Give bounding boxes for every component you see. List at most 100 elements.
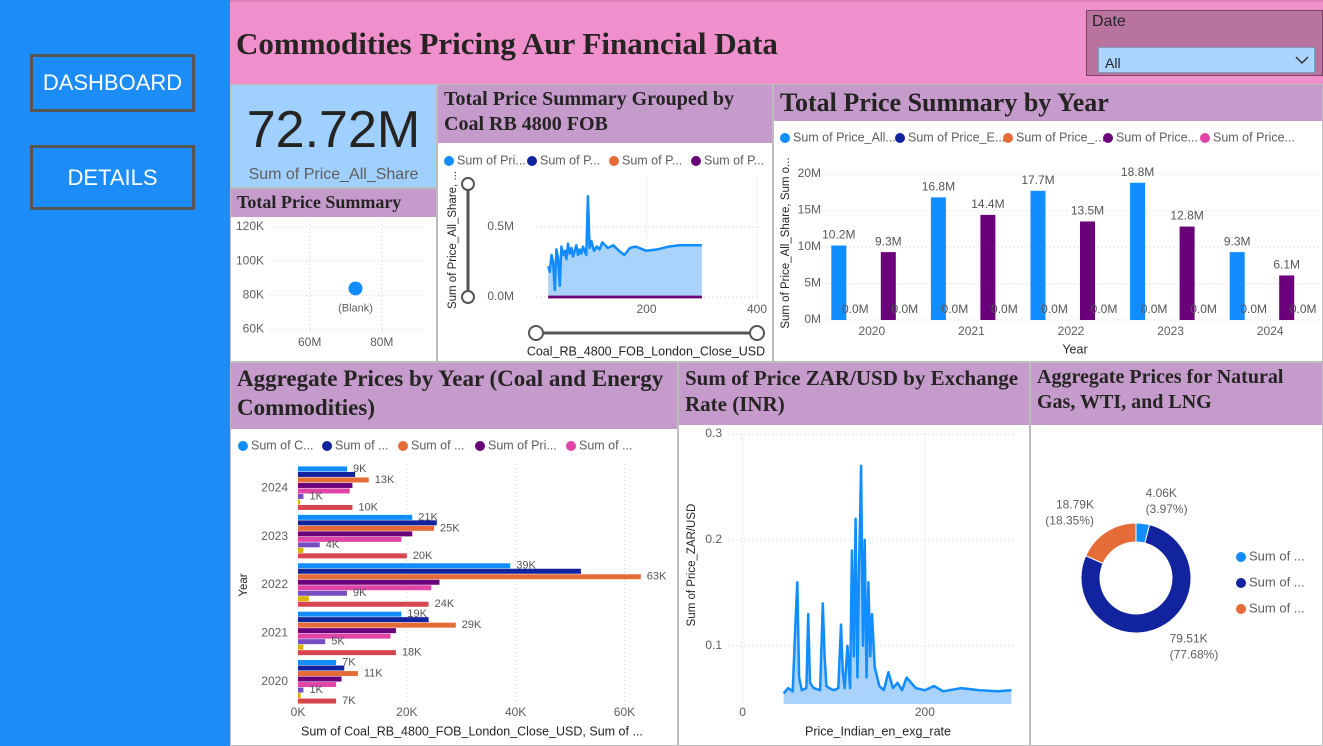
data-label: (18.35%) (1045, 514, 1094, 528)
legend-marker (238, 441, 248, 451)
bar (1229, 252, 1245, 320)
data-label: (3.97%) (1146, 502, 1188, 516)
data-label: 0.0M (1041, 302, 1068, 316)
bar (1030, 190, 1046, 320)
x-axis-title: Coal_RB_4800_FOB_London_Close_USD (527, 344, 765, 358)
slider-handle[interactable] (461, 177, 475, 191)
legend-label: Sum of Pri... (488, 438, 557, 452)
chart-title: Total Price Summary Grouped by Coal RB 4… (438, 85, 772, 143)
legend-label: Sum of Price... (1116, 130, 1198, 144)
legend-label: Sum of ... (411, 438, 465, 452)
y-tick-label: 2021 (261, 626, 288, 640)
data-label: 29K (462, 619, 482, 631)
bar (298, 488, 350, 494)
data-label: 18.79K (1056, 498, 1094, 512)
legend-marker (1200, 133, 1210, 143)
chart-title: Total Price Summary (231, 189, 436, 217)
y-axis-title: Sum of Price_All_Share, Sum o... (780, 157, 792, 328)
y-tick-label: 2022 (261, 577, 288, 591)
legend-label: Sum of Price_... (1016, 130, 1105, 144)
panel: Aggregate Prices for Natural Gas, WTI, a… (1030, 362, 1323, 746)
x-tick-label: 60K (614, 705, 635, 719)
slider-handle[interactable] (528, 325, 544, 341)
chart-title: Total Price Summary by Year (774, 85, 1322, 121)
x-tick-label: 2020 (858, 324, 885, 338)
y-tick-label: 0.3 (705, 426, 722, 440)
legend-label: Sum of P... (704, 153, 764, 167)
bar (1130, 182, 1146, 320)
point-label: (Blank) (338, 302, 373, 314)
nav-button[interactable]: DASHBOARD (30, 54, 195, 112)
panel: Total Price Summary (230, 188, 437, 362)
x-tick-label: 2024 (1257, 324, 1284, 338)
y-tick-label: 2020 (261, 674, 288, 688)
x-axis-title: Sum of Coal_RB_4800_FOB_London_Close_USD… (301, 724, 643, 738)
data-label: 1K (309, 490, 323, 502)
x-tick-label: 200 (636, 302, 656, 316)
legend-marker (780, 133, 790, 143)
legend-label: Sum of ... (335, 438, 389, 452)
data-label: 0.0M (1091, 302, 1118, 316)
data-label: 10K (358, 501, 378, 513)
bar (298, 596, 309, 602)
y-tick-label: 20M (798, 166, 821, 180)
bar (298, 579, 440, 585)
bar (298, 639, 326, 645)
legend-label: Sum of Price_All... (793, 130, 896, 144)
data-label: 0.0M (1141, 302, 1168, 316)
bar (298, 536, 402, 542)
x-tick-label: 80M (370, 335, 393, 349)
bar (298, 466, 347, 472)
nav-button[interactable]: DETAILS (30, 145, 195, 210)
legend-marker (691, 156, 701, 166)
y-tick-label: 0.2 (705, 532, 722, 546)
y-axis-title: Sum of Price_All_Share, ... (447, 171, 459, 309)
data-label: 11K (364, 667, 383, 679)
y-axis-title: Year (238, 573, 250, 596)
bar (831, 245, 847, 320)
data-label: 17.7M (1021, 173, 1054, 187)
x-tick-label: 20K (396, 705, 417, 719)
y-tick-label: 0.5M (487, 219, 514, 233)
slicer-dropdown[interactable]: All (1098, 47, 1315, 73)
legend-marker (1236, 552, 1246, 562)
bar (298, 628, 396, 634)
legend-marker (1236, 604, 1246, 614)
data-label: 9K (353, 463, 367, 475)
data-label: 4.06K (1146, 486, 1177, 500)
bar (298, 525, 435, 531)
bar (298, 687, 304, 693)
data-label: (77.68%) (1170, 647, 1219, 661)
bar (298, 471, 356, 477)
data-label: 20K (413, 550, 433, 562)
bar (298, 493, 304, 499)
data-label: 9K (353, 587, 367, 599)
slicer-label: Date (1092, 13, 1126, 30)
bar (298, 633, 391, 639)
bar (1279, 275, 1295, 320)
data-label: 7K (342, 695, 356, 707)
data-label: 5K (331, 636, 345, 648)
bar (298, 585, 432, 591)
kpi-label: Sum of Price_All_Share (248, 166, 419, 183)
data-label: 9.3M (1224, 234, 1251, 248)
slider-handle[interactable] (461, 290, 475, 304)
data-label: 21K (418, 511, 438, 523)
y-tick-label: 2023 (261, 529, 288, 543)
bar (298, 531, 413, 537)
y-tick-label: 60K (243, 322, 264, 336)
legend-marker (398, 441, 408, 451)
bar (298, 698, 337, 704)
legend-label: Sum of Price_E... (908, 130, 1005, 144)
legend-marker (895, 133, 905, 143)
y-tick-label: 10M (798, 239, 821, 253)
data-label: 0.0M (942, 302, 969, 316)
bar (298, 650, 396, 656)
slider-handle[interactable] (749, 325, 765, 341)
x-tick-label: 200 (915, 705, 935, 719)
legend-marker (475, 441, 485, 451)
bar (298, 520, 437, 526)
bar (298, 665, 345, 671)
bar (298, 622, 456, 628)
